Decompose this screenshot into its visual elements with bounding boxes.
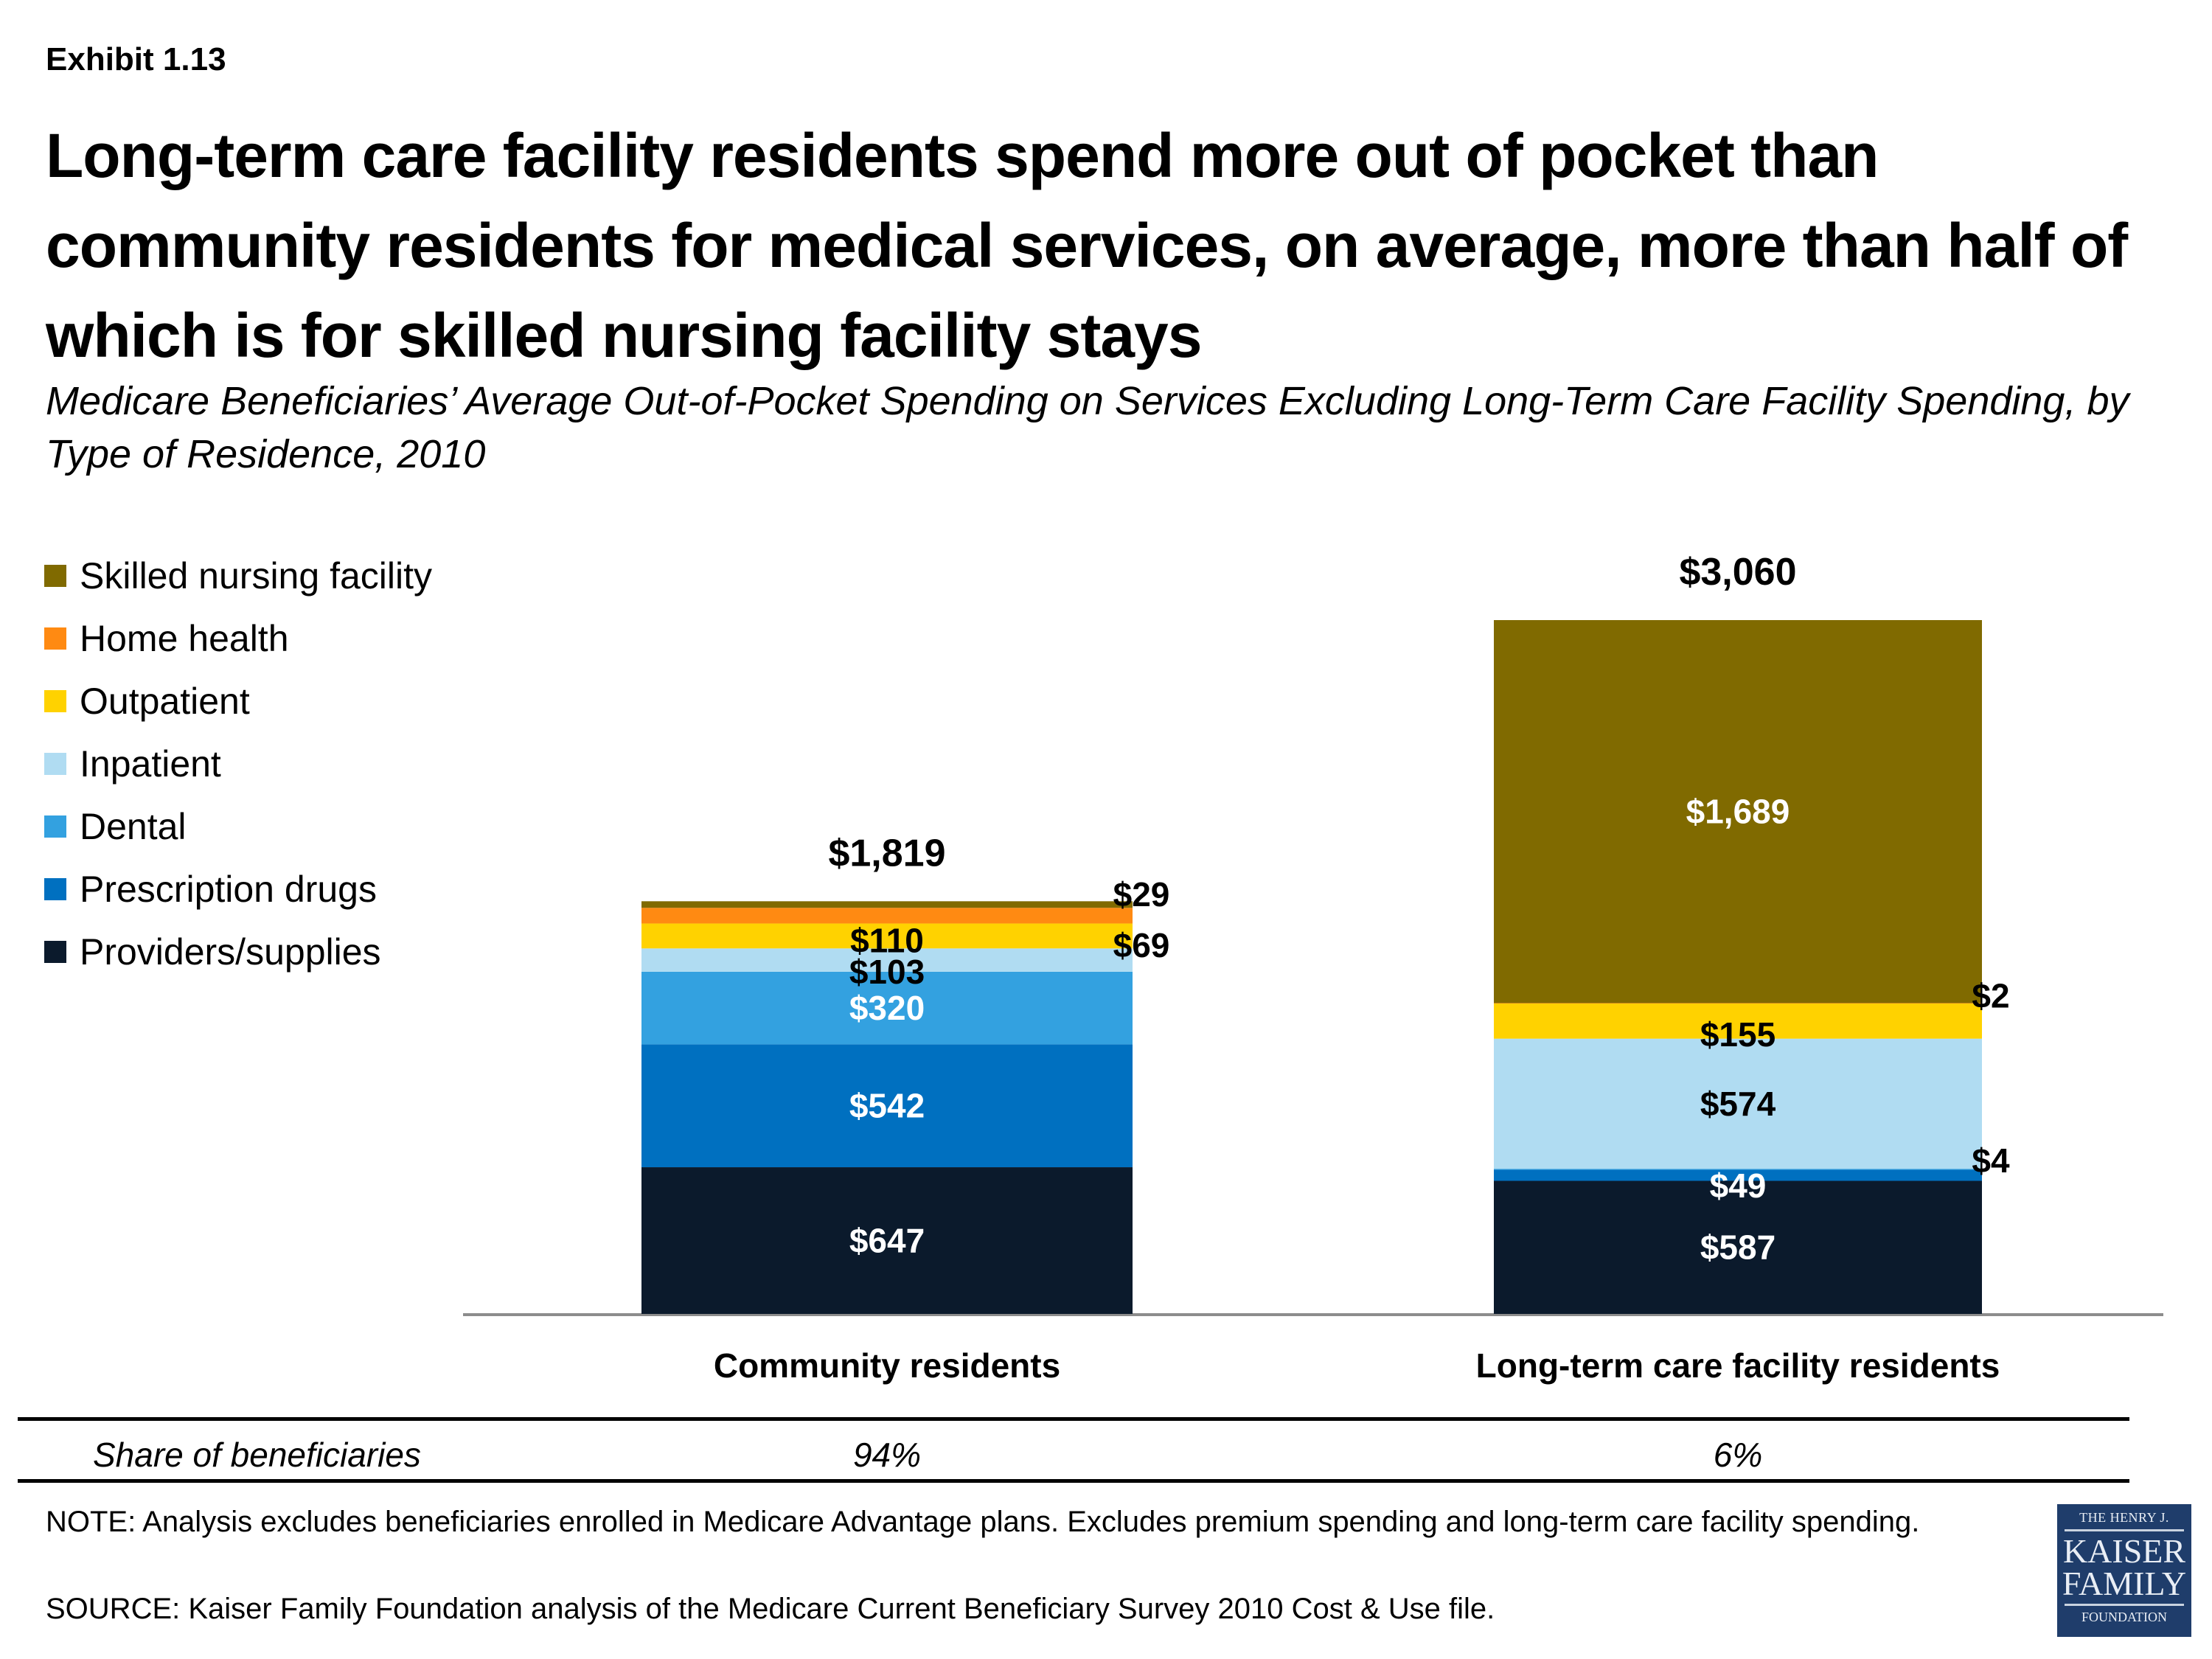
legend: Skilled nursing facility Home health Outpa… xyxy=(44,544,432,983)
source-note: SOURCE: Kaiser Family Foundation analysi… xyxy=(46,1593,1495,1625)
bar-segment-prescription-drugs-community-residents xyxy=(641,1044,1133,1168)
category-label-community-residents: Community residents xyxy=(714,1346,1060,1385)
data-label-prescription-drugs-community-residents: $542 xyxy=(849,1087,925,1125)
legend-item-inpatient: Inpatient xyxy=(44,732,432,795)
logo-line3: FAMILY xyxy=(2062,1565,2187,1602)
bar-segment-skilled-nursing-facility-community-residents xyxy=(641,901,1133,908)
logo-divider xyxy=(2065,1604,2184,1606)
legend-label: Providers/supplies xyxy=(80,931,381,973)
data-label-dental-long-term-care-facility-residents: $4 xyxy=(1972,1141,2010,1180)
bar-segment-providers-supplies-long-term-care-facility-residents xyxy=(1494,1180,1982,1314)
bar-segment-home-health-community-residents xyxy=(641,908,1133,924)
legend-swatch xyxy=(44,940,66,963)
data-label-dental-community-residents: $320 xyxy=(849,989,925,1027)
logo-line2: KAISER xyxy=(2062,1532,2186,1570)
bars-group xyxy=(641,620,1982,1314)
legend-label: Inpatient xyxy=(80,742,221,785)
data-label-inpatient-long-term-care-facility-residents: $574 xyxy=(1700,1085,1776,1123)
data-label-providers-supplies-long-term-care-facility-residents: $587 xyxy=(1700,1228,1775,1267)
bar-segment-home-health-long-term-care-facility-residents xyxy=(1494,1003,1982,1004)
labels-group: $647 $542 $320$103$110 $69 $29 $1,819 Communit… xyxy=(714,551,2010,1385)
bar-segment-providers-supplies-community-residents xyxy=(641,1167,1133,1314)
legend-swatch xyxy=(44,877,66,900)
data-label-outpatient-long-term-care-facility-residents: $155 xyxy=(1700,1015,1775,1054)
table-rule-top xyxy=(18,1417,2129,1421)
legend-item-skilled-nursing-facility: Skilled nursing facility xyxy=(44,544,432,607)
legend-label: Dental xyxy=(80,805,187,847)
data-label-outpatient-community-residents: $110 xyxy=(850,921,924,959)
legend-label: Home health xyxy=(80,617,289,659)
legend-swatch xyxy=(44,689,66,712)
data-label-home-health-long-term-care-facility-residents: $2 xyxy=(1972,977,2009,1015)
bar-segment-inpatient-long-term-care-facility-residents xyxy=(1494,1038,1982,1169)
legend-label: Skilled nursing facility xyxy=(80,554,432,597)
data-label-prescription-drugs-long-term-care-facility-residents: $49 xyxy=(1710,1166,1767,1205)
logo-divider xyxy=(2065,1529,2184,1531)
total-label-community-residents: $1,819 xyxy=(828,832,945,875)
legend-item-dental: Dental xyxy=(44,795,432,858)
data-label-skilled-nursing-facility-long-term-care-facility-residents: $1,689 xyxy=(1686,793,1790,831)
legend-swatch xyxy=(44,564,66,587)
legend-swatch xyxy=(44,627,66,650)
share-value-community-text: 94% xyxy=(852,1436,922,1474)
bar-segment-outpatient-community-residents xyxy=(641,923,1133,949)
bar-segment-skilled-nursing-facility-long-term-care-facility-residents xyxy=(1494,620,1982,1004)
total-label-long-term-care-facility-residents: $3,060 xyxy=(1679,551,1796,594)
legend-item-outpatient: Outpatient xyxy=(44,669,432,732)
chart-subtitle: Medicare Beneficiaries’ Average Out-of-P… xyxy=(46,379,2129,476)
legend-item-home-health: Home health xyxy=(44,607,432,669)
share-value-ltc-text: 6% xyxy=(1713,1436,1763,1474)
legend-label: Outpatient xyxy=(80,680,250,722)
bar-segment-outpatient-long-term-care-facility-residents xyxy=(1494,1004,1982,1039)
data-label-home-health-community-residents: $69 xyxy=(1113,926,1170,964)
chart-title: Long-term care facility residents spend … xyxy=(46,121,2128,370)
bar-segment-dental-community-residents xyxy=(641,971,1133,1045)
legend-item-prescription-drugs: Prescription drugs xyxy=(44,858,432,920)
bar-segment-prescription-drugs-long-term-care-facility-residents xyxy=(1494,1169,1982,1181)
logo-line1: THE HENRY J. xyxy=(2079,1510,2169,1525)
legend-swatch xyxy=(44,752,66,775)
bar-segment-inpatient-community-residents xyxy=(641,948,1133,972)
data-label-inpatient-community-residents: $103 xyxy=(849,953,925,991)
exhibit-number: Exhibit 1.13 xyxy=(46,41,226,77)
kff-logo: THE HENRY J. KAISER FAMILY FOUNDATION xyxy=(2057,1504,2191,1637)
share-label: Share of beneficiaries xyxy=(93,1436,421,1474)
data-label-skilled-nursing-facility-community-residents: $29 xyxy=(1113,875,1170,914)
footnote: NOTE: Analysis excludes beneficiaries en… xyxy=(46,1506,1920,1538)
logo-line4: FOUNDATION xyxy=(2081,1610,2167,1624)
category-label-long-term-care-facility-residents: Long-term care facility residents xyxy=(1476,1346,2000,1385)
data-label-providers-supplies-community-residents: $647 xyxy=(849,1222,925,1260)
legend-label: Prescription drugs xyxy=(80,868,377,910)
table-rule-bottom xyxy=(18,1479,2129,1483)
legend-item-providers-supplies: Providers/supplies xyxy=(44,920,432,983)
legend-swatch xyxy=(44,815,66,838)
